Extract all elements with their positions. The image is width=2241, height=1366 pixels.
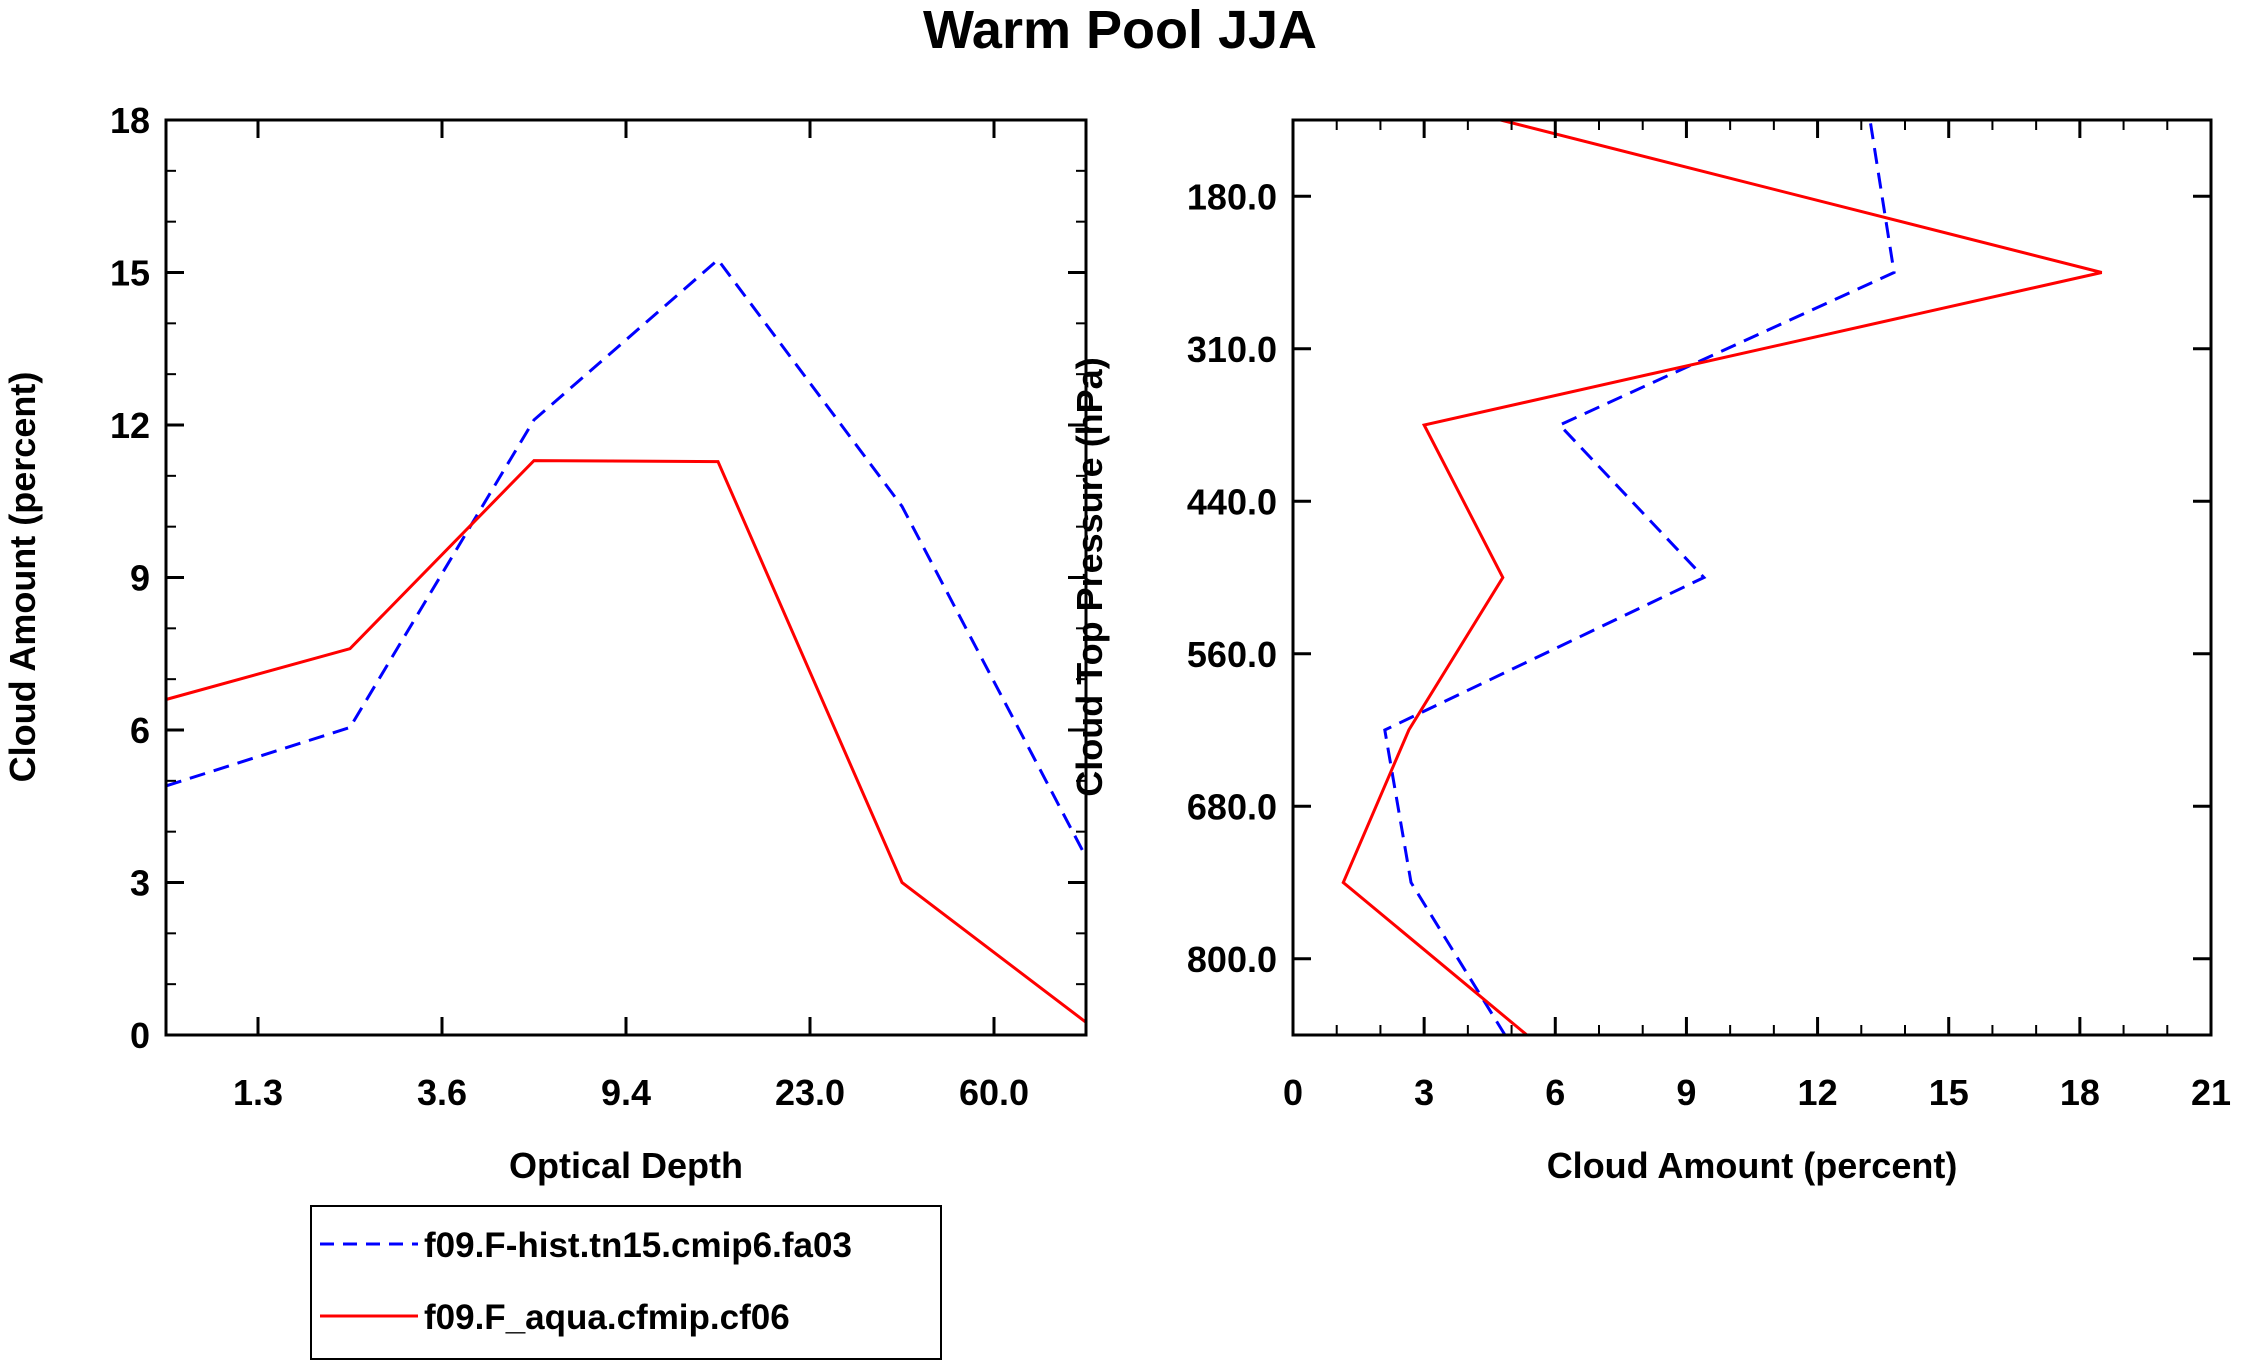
left-y-tick-label: 9 (130, 558, 150, 599)
legend-label-hist: f09.F-hist.tn15.cmip6.fa03 (424, 1226, 852, 1265)
left-y-tick-label: 3 (130, 863, 150, 904)
right-plot-frame (1291, 118, 2213, 1037)
right-y-tick-label: 440.0 (1187, 481, 1277, 522)
legend: f09.F-hist.tn15.cmip6.fa03 f09.F_aqua.cf… (310, 1205, 942, 1360)
right-x-tick-label: 18 (2060, 1072, 2100, 1113)
right-x-tick-label: 21 (2191, 1072, 2231, 1113)
right-y-tick-label: 800.0 (1187, 939, 1277, 980)
legend-box (310, 1205, 942, 1360)
right-panel: 0 3 6 9 12 15 18 21 180.0 310.0 440.0 560.0 680.0 800… (1069, 118, 2231, 1186)
left-x-tick-label: 3.6 (417, 1072, 467, 1113)
right-ticks: 0 3 6 9 12 15 18 21 180.0 310.0 440.0 560.0 680.0 800… (1187, 120, 2231, 1113)
legend-label-aqua: f09.F_aqua.cfmip.cf06 (424, 1298, 790, 1337)
right-y-tick-label: 680.0 (1187, 786, 1277, 827)
left-y-tick-label: 6 (130, 710, 150, 751)
left-plot-frame (164, 118, 1088, 1037)
left-x-tick-label: 1.3 (233, 1072, 283, 1113)
left-panel: 0 3 6 9 12 15 18 1.3 3.6 9.4 23.0 60.0 Optical Dept… (2, 100, 1088, 1186)
left-x-axis-label: Optical Depth (509, 1145, 743, 1186)
right-x-axis-label: Cloud Amount (percent) (1547, 1145, 1958, 1186)
left-x-tick-label: 60.0 (959, 1072, 1029, 1113)
right-series-group (1341, 118, 2103, 1037)
left-series-line-hist (165, 257, 1088, 858)
left-y-tick-label: 18 (110, 100, 150, 141)
figure-title: Warm Pool JJA (923, 0, 1317, 60)
right-y-tick-label: 310.0 (1187, 329, 1277, 370)
right-x-tick-label: 9 (1676, 1072, 1696, 1113)
left-series-group (165, 257, 1088, 1024)
left-x-tick-label: 9.4 (601, 1072, 651, 1113)
right-y-tick-label: 560.0 (1187, 634, 1277, 675)
right-series-line-hist (1383, 119, 1896, 1036)
right-y-tick-label: 180.0 (1187, 176, 1277, 217)
right-x-tick-label: 12 (1798, 1072, 1838, 1113)
right-y-axis-label: Cloud Top Pressure (hPa) (1069, 357, 1110, 796)
left-y-tick-label: 12 (110, 405, 150, 446)
left-y-axis-label: Cloud Amount (percent) (2, 372, 43, 783)
right-x-tick-label: 6 (1545, 1072, 1565, 1113)
left-ticks: 0 3 6 9 12 15 18 1.3 3.6 9.4 23.0 60.0 (110, 100, 1086, 1113)
right-x-tick-label: 0 (1283, 1072, 1303, 1113)
right-series-line-aqua (1341, 118, 2103, 1037)
left-x-tick-label: 23.0 (775, 1072, 845, 1113)
left-y-tick-label: 0 (130, 1015, 150, 1056)
right-x-tick-label: 15 (1929, 1072, 1969, 1113)
left-series-line-aqua (165, 459, 1087, 1024)
right-x-tick-label: 3 (1414, 1072, 1434, 1113)
left-y-tick-label: 15 (110, 253, 150, 294)
